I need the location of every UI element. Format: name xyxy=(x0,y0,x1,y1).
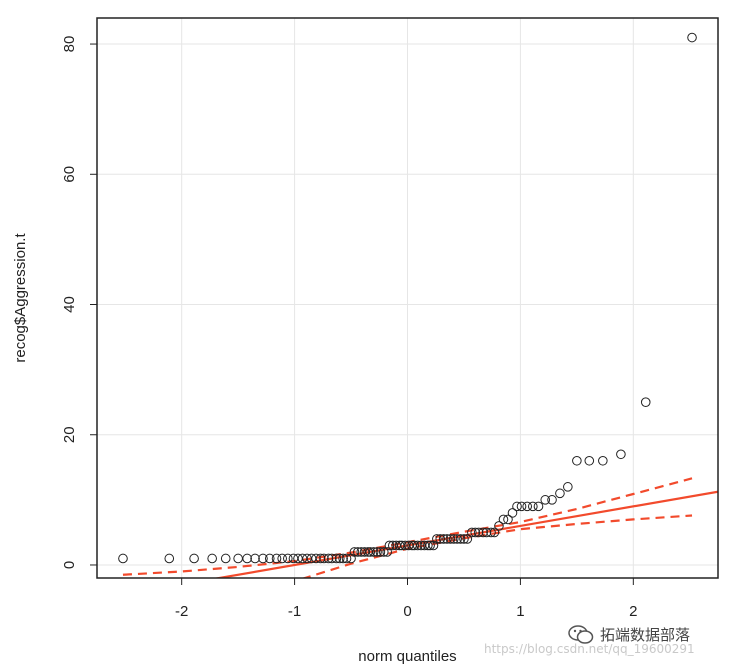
data-point xyxy=(189,553,199,564)
x-tick-label: 2 xyxy=(629,603,637,620)
data-point xyxy=(319,553,329,564)
data-point xyxy=(598,455,608,466)
data-point xyxy=(478,527,488,538)
x-tick-label: -2 xyxy=(175,603,188,620)
data-point xyxy=(572,455,582,466)
x-tick-label: 1 xyxy=(516,603,524,620)
data-point xyxy=(382,547,392,557)
data-point xyxy=(507,508,518,518)
data-point xyxy=(258,553,268,564)
data-point xyxy=(498,514,509,525)
data-point xyxy=(349,547,360,557)
y-axis: 0 20 40 60 80 xyxy=(61,36,97,569)
data-point xyxy=(242,553,252,564)
data-point xyxy=(283,553,293,564)
y-tick-label: 20 xyxy=(61,426,78,443)
data-point xyxy=(442,534,452,544)
x-axis: -2 -1 0 1 2 xyxy=(175,578,637,620)
data-point xyxy=(533,501,544,512)
data-point xyxy=(512,501,522,512)
data-point xyxy=(435,534,446,544)
data-point xyxy=(522,501,532,512)
data-point xyxy=(378,547,389,557)
data-point xyxy=(233,553,243,564)
data-point xyxy=(425,540,435,551)
confidence-band-upper xyxy=(122,477,693,576)
data-point xyxy=(452,534,462,544)
x-tick-label: -1 xyxy=(288,603,301,620)
data-point xyxy=(616,449,626,460)
data-points xyxy=(118,32,697,564)
data-point xyxy=(467,527,477,538)
data-point xyxy=(438,534,449,544)
data-point xyxy=(323,553,334,564)
data-point xyxy=(462,534,473,544)
confidence-band-lower xyxy=(301,514,693,578)
data-point xyxy=(455,534,466,544)
data-point xyxy=(584,455,595,466)
data-point xyxy=(687,32,697,43)
data-point xyxy=(327,553,337,564)
data-point xyxy=(459,534,469,544)
data-point xyxy=(315,553,326,564)
data-point xyxy=(563,482,573,492)
data-point xyxy=(448,534,459,544)
data-point xyxy=(271,553,282,564)
wechat-watermark: 拓端数据部落 xyxy=(568,624,690,645)
data-point xyxy=(264,553,275,564)
x-tick-label: 0 xyxy=(403,603,411,620)
data-point xyxy=(494,521,504,531)
confidence-band xyxy=(122,477,693,578)
data-point xyxy=(368,547,379,557)
data-point xyxy=(220,553,231,564)
wechat-icon xyxy=(568,624,594,644)
data-point xyxy=(384,540,395,551)
x-axis-title: norm quantiles xyxy=(358,648,456,665)
data-point xyxy=(516,501,527,512)
y-tick-label: 0 xyxy=(61,561,78,569)
data-point xyxy=(486,527,496,538)
data-point xyxy=(311,553,321,564)
data-point xyxy=(470,527,481,538)
data-point xyxy=(640,397,651,407)
data-point xyxy=(164,553,175,564)
data-point xyxy=(365,547,376,557)
data-point xyxy=(338,553,348,564)
data-point xyxy=(207,553,217,564)
data-point xyxy=(412,540,423,551)
y-tick-label: 40 xyxy=(61,296,78,313)
data-point xyxy=(250,553,260,564)
data-point xyxy=(277,553,287,564)
data-point xyxy=(423,540,433,551)
y-tick-label: 60 xyxy=(61,166,78,183)
wechat-label: 拓端数据部落 xyxy=(600,626,691,644)
y-axis-title: recog$Aggression.t xyxy=(12,233,29,363)
data-point xyxy=(353,547,363,557)
data-point xyxy=(397,540,407,551)
url-watermark: https://blog.csdn.net/qq_19600291 xyxy=(484,642,695,656)
data-point xyxy=(481,527,492,538)
data-point xyxy=(473,527,484,538)
data-point xyxy=(375,547,386,557)
grid xyxy=(97,18,718,578)
data-point xyxy=(118,553,128,564)
data-point xyxy=(331,553,342,564)
data-point xyxy=(409,540,420,551)
data-point xyxy=(445,534,456,544)
data-point xyxy=(489,527,500,538)
data-point xyxy=(341,553,352,564)
y-tick-label: 80 xyxy=(61,36,78,53)
data-point xyxy=(432,534,442,544)
data-point xyxy=(334,553,345,564)
data-point xyxy=(540,495,551,505)
data-point xyxy=(555,488,565,499)
data-point xyxy=(372,547,382,557)
data-point xyxy=(503,514,513,525)
data-point xyxy=(547,495,557,505)
data-point xyxy=(528,501,538,512)
